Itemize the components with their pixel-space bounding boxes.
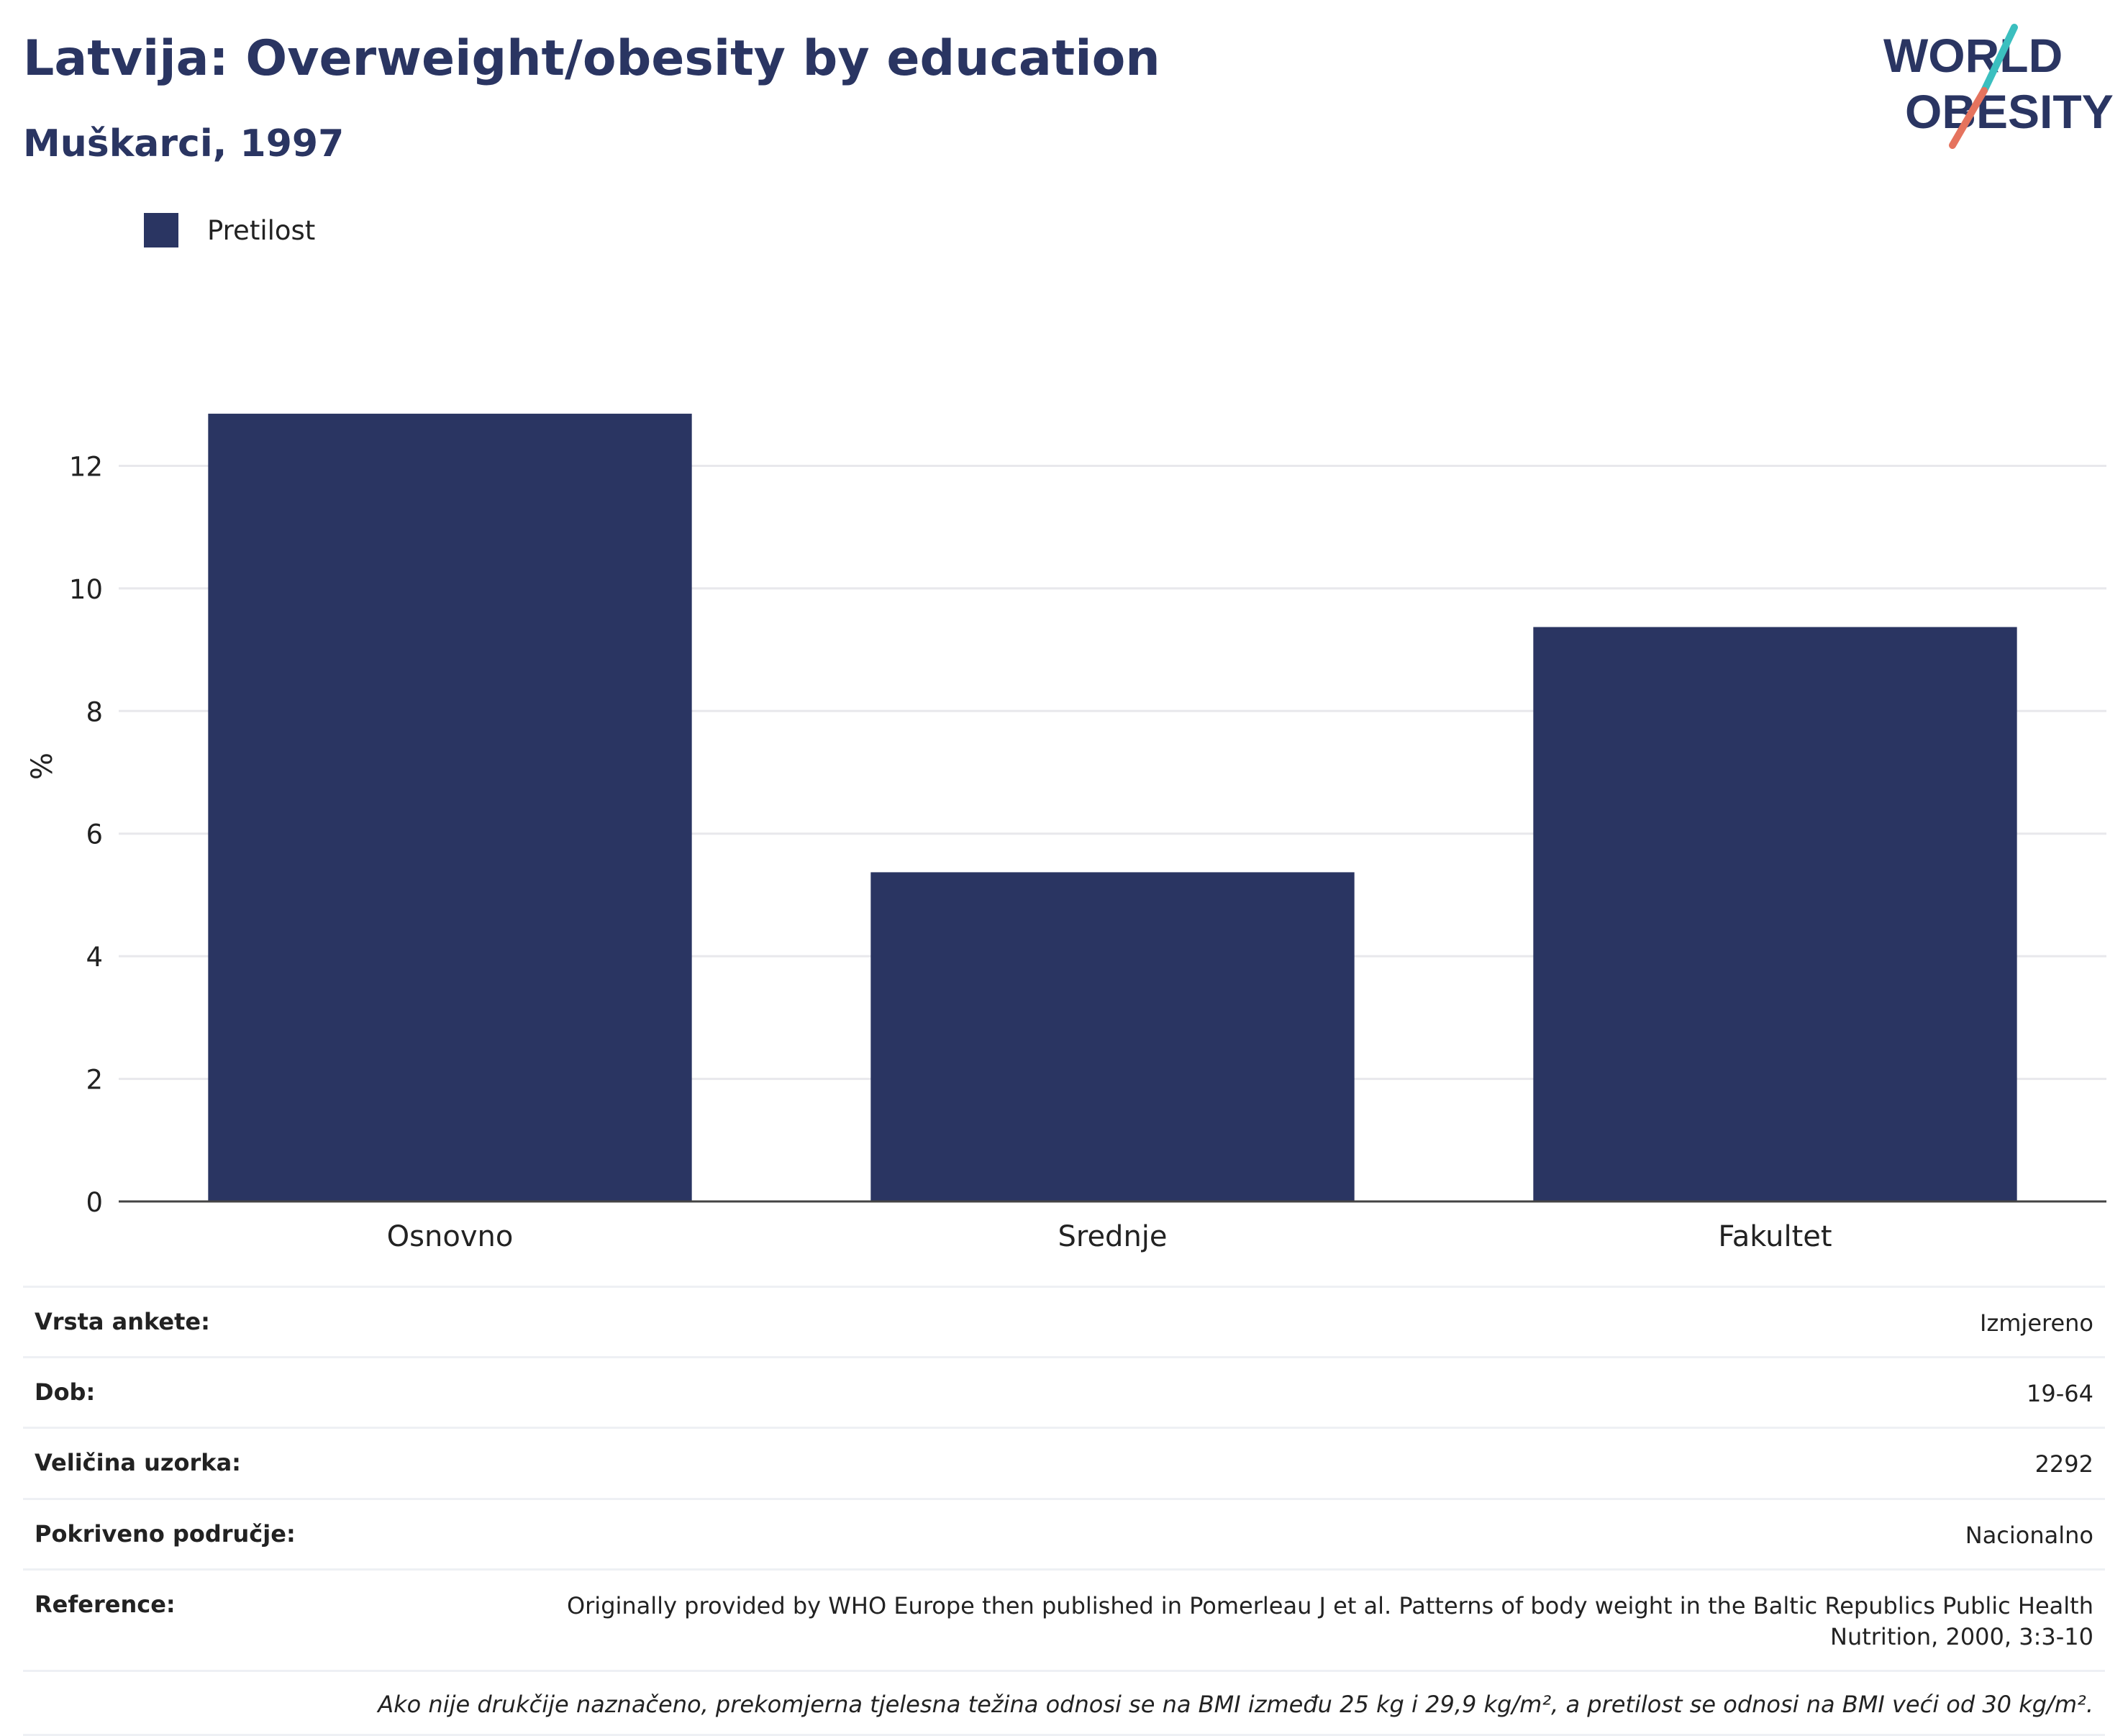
chart-legend[interactable]: Pretilost xyxy=(144,213,315,247)
info-label: Dob: xyxy=(35,1378,96,1406)
y-tick-label: 0 xyxy=(86,1187,103,1218)
legend-swatch-pretilost xyxy=(144,213,178,247)
definition-note: Ako nije drukčije naznačeno, prekomjerna… xyxy=(23,1670,2105,1736)
info-label: Pokriveno područje: xyxy=(35,1519,296,1548)
info-value: 2292 xyxy=(2034,1450,2093,1478)
info-value: 19-64 xyxy=(2027,1380,2093,1408)
info-row-coverage: Pokriveno područje: Nacionalno xyxy=(23,1497,2105,1568)
x-tick-label: Fakultet xyxy=(1718,1220,1832,1253)
bar-chart: 0 2 4 6 8 10 12% Osnovno Srednje Fakultet xyxy=(26,414,2106,1253)
logo-slash-coral xyxy=(1949,87,1988,149)
y-tick-label: 8 xyxy=(86,696,103,727)
info-label: Reference: xyxy=(35,1590,176,1618)
x-tick-label: Osnovno xyxy=(387,1220,514,1253)
chart-subtitle: Muškarci, 1997 xyxy=(23,122,345,165)
logo-text-obesity: OBESITY xyxy=(1905,85,2114,138)
y-tick-label: 2 xyxy=(86,1065,103,1096)
world-obesity-logo: WORLD OBESITY xyxy=(1883,24,2114,149)
y-tick-label: 6 xyxy=(86,819,103,850)
logo-text-world: WORLD xyxy=(1883,29,2063,82)
y-tick-label: 10 xyxy=(69,574,103,605)
y-tick-label: 12 xyxy=(69,451,103,482)
info-row-sample-size: Veličina uzorka: 2292 xyxy=(23,1427,2105,1497)
info-value: Izmjereno xyxy=(1980,1309,2093,1337)
info-value: Originally provided by WHO Europe then p… xyxy=(566,1591,2093,1650)
survey-info-table: Vrsta ankete: Izmjereno Dob: 19-64 Velič… xyxy=(23,1286,2105,1736)
x-tick-label: Srednje xyxy=(1058,1220,1167,1253)
info-row-reference: Reference: Originally provided by WHO Eu… xyxy=(23,1568,2105,1670)
y-tick-label: 4 xyxy=(86,942,103,973)
chart-title: Latvija: Overweight/obesity by education xyxy=(23,30,1160,87)
info-value: Nacionalno xyxy=(1965,1521,2093,1549)
info-label: Veličina uzorka: xyxy=(35,1449,241,1477)
legend-label-pretilost: Pretilost xyxy=(207,214,316,246)
y-axis-label: % xyxy=(26,753,59,780)
logo-slash-teal xyxy=(1981,24,2018,94)
info-row-survey-type: Vrsta ankete: Izmjereno xyxy=(23,1286,2105,1356)
bar-fakultet xyxy=(1533,627,2017,1201)
bar-srednje xyxy=(870,872,1355,1201)
info-label: Vrsta ankete: xyxy=(35,1308,210,1335)
bar-osnovno xyxy=(208,414,692,1202)
info-row-age: Dob: 19-64 xyxy=(23,1356,2105,1427)
